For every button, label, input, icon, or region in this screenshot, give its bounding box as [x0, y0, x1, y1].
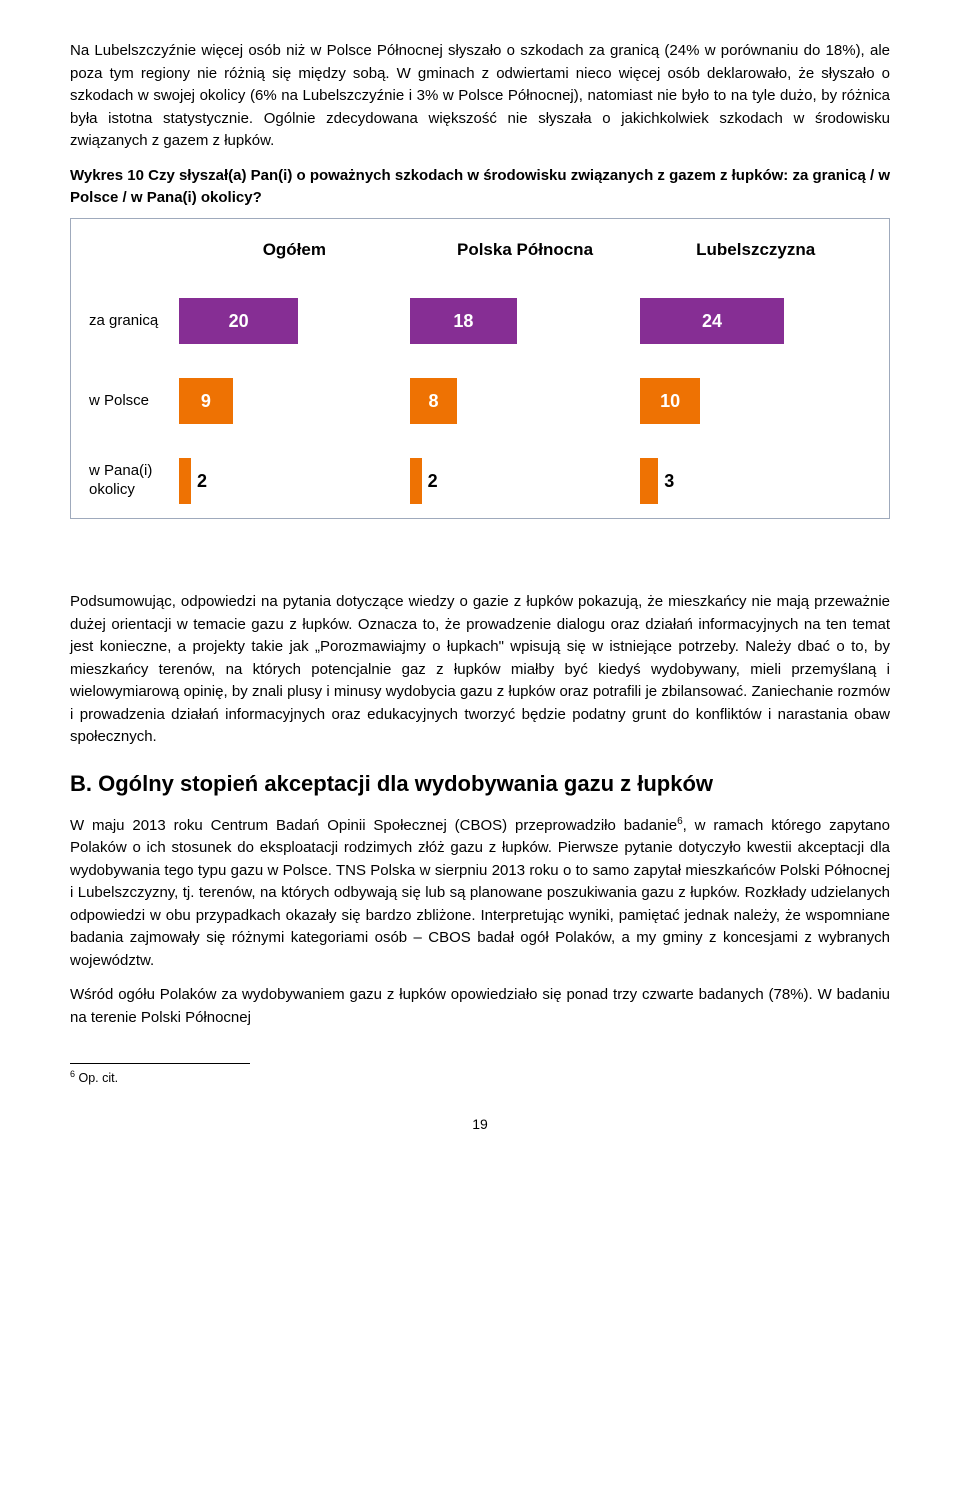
chart-bar-value: 8 — [429, 388, 439, 415]
footnote-text: Op. cit. — [75, 1071, 118, 1085]
chart-bar-value: 3 — [664, 468, 674, 495]
chart-bar-value: 2 — [197, 468, 207, 495]
chart-bar-cell: 24 — [640, 298, 871, 344]
chart-bar-value: 10 — [660, 388, 680, 415]
chart-bar: 2 — [179, 458, 191, 504]
chart-bar-cell: 18 — [410, 298, 641, 344]
chart-row: w Pana(i) okolicy223 — [89, 458, 871, 504]
section-title: Ogólny stopień akceptacji dla wydobywani… — [98, 771, 713, 796]
chart-row-label: za granicą — [89, 312, 179, 331]
section-heading: B. Ogólny stopień akceptacji dla wydobyw… — [70, 767, 890, 800]
summary-paragraph: Podsumowując, odpowiedzi na pytania doty… — [70, 591, 890, 749]
chart-col-header: Lubelszczyzna — [640, 237, 871, 263]
section-paragraph-2: Wśród ogółu Polaków za wydobywaniem gazu… — [70, 984, 890, 1029]
chart-caption: Wykres 10 Czy słyszał(a) Pan(i) o poważn… — [70, 165, 890, 210]
footnote-separator — [70, 1063, 250, 1064]
chart-row: w Polsce 9 8 10 — [89, 378, 871, 424]
chart-bar: 8 — [410, 378, 458, 424]
chart-col-header: Polska Północna — [410, 237, 641, 263]
chart-row-label: w Pana(i) okolicy — [89, 462, 179, 500]
chart-bar: 18 — [410, 298, 517, 344]
chart-row: za granicą 20 18 24 — [89, 298, 871, 344]
chart-bar-cell: 8 — [410, 378, 641, 424]
chart-bar-cell: 2 — [179, 458, 410, 504]
chart-bar-cell: 9 — [179, 378, 410, 424]
section-paragraph-1: W maju 2013 roku Centrum Badań Opinii Sp… — [70, 814, 890, 973]
para3-pre: W maju 2013 roku Centrum Badań Opinii Sp… — [70, 817, 677, 834]
page-number: 19 — [70, 1114, 890, 1135]
chart-bar-value: 9 — [201, 388, 211, 415]
chart-bar: 20 — [179, 298, 298, 344]
chart-bar-value: 24 — [702, 308, 722, 335]
chart-header-row: Ogółem Polska Północna Lubelszczyzna — [89, 237, 871, 263]
chart-bar-value: 2 — [428, 468, 438, 495]
section-letter: B. — [70, 771, 92, 796]
chart-bar-value: 18 — [453, 308, 473, 335]
chart-bar-value: 20 — [229, 308, 249, 335]
chart-container: Ogółem Polska Północna Lubelszczyzna za … — [70, 218, 890, 520]
chart-bar: 9 — [179, 378, 233, 424]
para3-post: , w ramach którego zapytano Polaków o ic… — [70, 817, 890, 969]
intro-paragraph: Na Lubelszczyźnie więcej osób niż w Pols… — [70, 40, 890, 153]
chart-bar: 2 — [410, 458, 422, 504]
chart-bar-cell: 10 — [640, 378, 871, 424]
chart-bar-cell: 20 — [179, 298, 410, 344]
chart-bar: 3 — [640, 458, 658, 504]
chart-bar: 24 — [640, 298, 783, 344]
chart-bar: 10 — [640, 378, 700, 424]
chart-col-header: Ogółem — [179, 237, 410, 263]
chart-bar-cell: 3 — [640, 458, 871, 504]
footnote: 6 Op. cit. — [70, 1068, 890, 1088]
chart-row-label: w Polsce — [89, 392, 179, 411]
chart-bar-cell: 2 — [410, 458, 641, 504]
